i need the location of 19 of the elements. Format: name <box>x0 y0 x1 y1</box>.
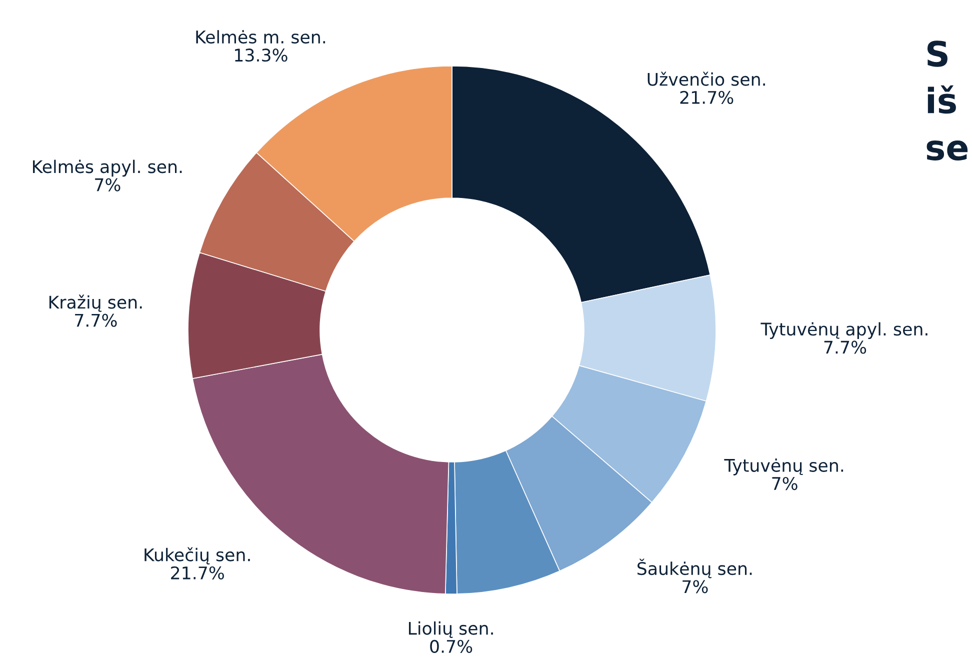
slice-label: Užvenčio sen. <box>648 72 765 86</box>
data-label: 7% <box>772 476 798 490</box>
data-label: 7% <box>682 580 708 594</box>
slice-label: Tytuvėnų sen. <box>724 458 844 476</box>
slice-label: Liolių sen. <box>408 621 493 638</box>
data-label: 7% <box>95 178 120 192</box>
data-label: 21.7% <box>680 90 734 104</box>
data-label: 7.7% <box>824 340 866 354</box>
slice-label: Kelmės apyl. sen. <box>33 160 182 177</box>
slice-label: Kukečių sen. <box>144 547 250 564</box>
slice-label: Kelmės m. sen. <box>196 30 326 44</box>
slice-label: Kražių sen. <box>49 294 142 312</box>
text: S iš se <box>926 40 968 160</box>
data-label: 0.7% <box>430 640 472 653</box>
slice-label: Šaukėnų sen. <box>638 558 752 578</box>
data-label: 7.7% <box>75 314 117 327</box>
data-label: 13.3% <box>235 48 288 62</box>
data-label: 21.7% <box>171 566 224 580</box>
slice-label: Tytuvėnų apyl. sen. <box>760 322 928 340</box>
